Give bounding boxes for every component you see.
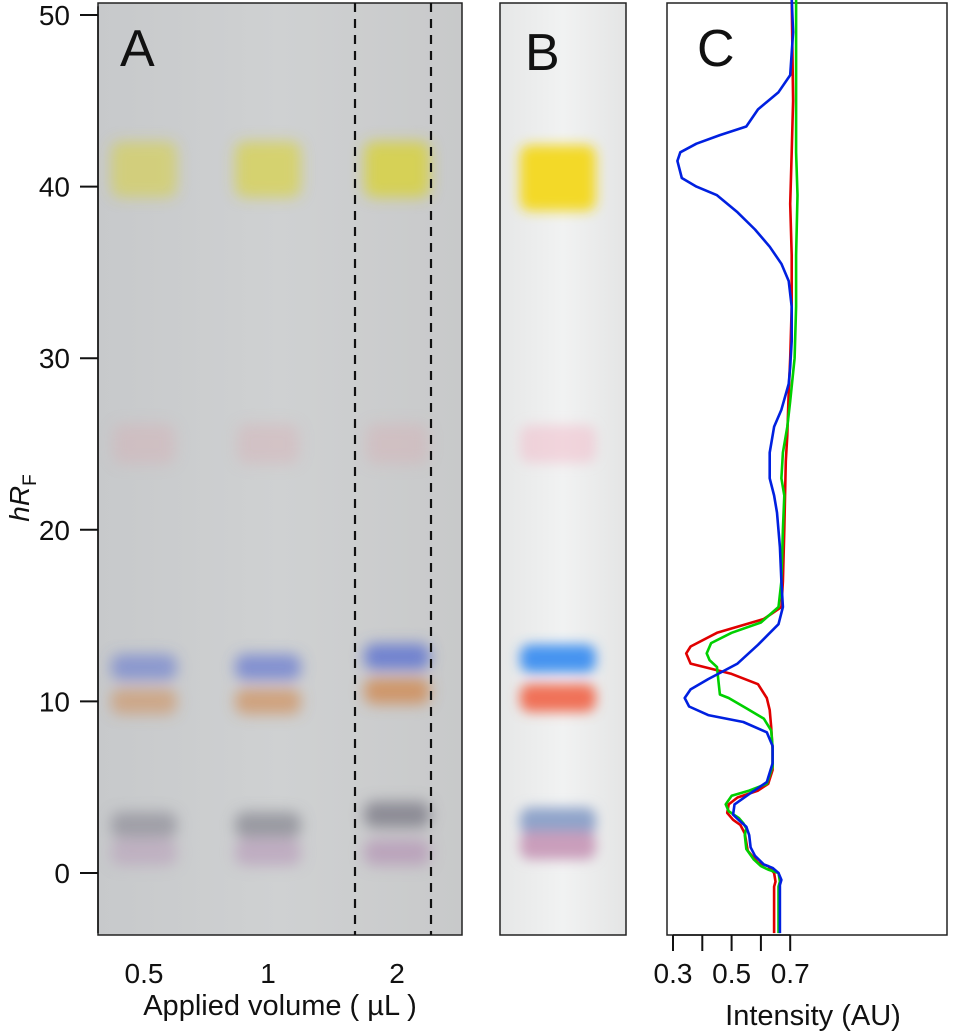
- y-tick-label: 40: [39, 172, 70, 203]
- band-red-orange: [520, 683, 596, 712]
- panel-a-label: A: [120, 20, 155, 78]
- x-axis-title: Applied volume ( µL ): [143, 990, 417, 1022]
- band-grey: [111, 811, 177, 838]
- band-pink: [520, 425, 596, 463]
- band-yellow: [235, 141, 301, 198]
- band-pink-lilac: [520, 831, 596, 860]
- y-tick-label: 30: [39, 343, 70, 374]
- panel-c-label: C: [697, 20, 735, 78]
- band-blue-grey: [520, 807, 596, 836]
- band-blue: [364, 643, 430, 670]
- y-tick-label: 20: [39, 515, 70, 546]
- plate-b-background: [499, 2, 627, 936]
- plate-b-bands: [520, 145, 596, 860]
- band-yellow: [111, 141, 177, 198]
- band-pink: [113, 424, 175, 464]
- band-mauve: [235, 839, 301, 866]
- y-axis-title: hRF: [4, 474, 41, 521]
- intensity-series-2: [705, 0, 799, 934]
- x-categories: 0.5 1 2: [125, 958, 405, 989]
- intensity-curves: [676, 0, 799, 934]
- panel-a: A 0 10 20 30 40 50 hRF 0.5 1 2 Applied volume (…: [4, 0, 463, 1022]
- band-yellow: [364, 141, 430, 198]
- panel-b: B: [499, 2, 627, 936]
- x-category-label: 2: [389, 958, 405, 989]
- plot-c-frame: [666, 2, 948, 936]
- band-mauve: [111, 839, 177, 866]
- y-tick-label: 10: [39, 686, 70, 717]
- band-pink: [237, 424, 299, 464]
- band-grey: [364, 801, 430, 828]
- y-tick-label: 50: [39, 0, 70, 31]
- band-blue: [111, 654, 177, 681]
- x-category-label: 0.5: [125, 958, 164, 989]
- x-category-label: 1: [260, 958, 276, 989]
- plate-a-bands: [111, 141, 430, 866]
- band-orange: [364, 678, 430, 705]
- band-orange: [235, 688, 301, 715]
- panel-c: C 0.3 0.5 0.7 Intensity (AU): [654, 0, 948, 1032]
- x-axis-title-c: Intensity (AU): [725, 1000, 901, 1032]
- intensity-series-3: [676, 0, 795, 934]
- band-blue: [235, 654, 301, 681]
- band-grey: [235, 811, 301, 838]
- band-mauve: [364, 839, 430, 866]
- x-tick-label: 0.5: [712, 958, 751, 989]
- panel-b-label: B: [525, 24, 560, 82]
- x-axis: 0.3 0.5 0.7: [654, 934, 810, 989]
- band-blue: [520, 644, 596, 673]
- band-pink: [366, 424, 428, 464]
- y-axis: 0 10 20 30 40 50: [39, 0, 99, 934]
- x-tick-label: 0.3: [654, 958, 693, 989]
- y-tick-label: 0: [54, 858, 70, 889]
- band-orange: [111, 688, 177, 715]
- x-tick-label: 0.7: [771, 958, 810, 989]
- band-yellow: [520, 145, 596, 212]
